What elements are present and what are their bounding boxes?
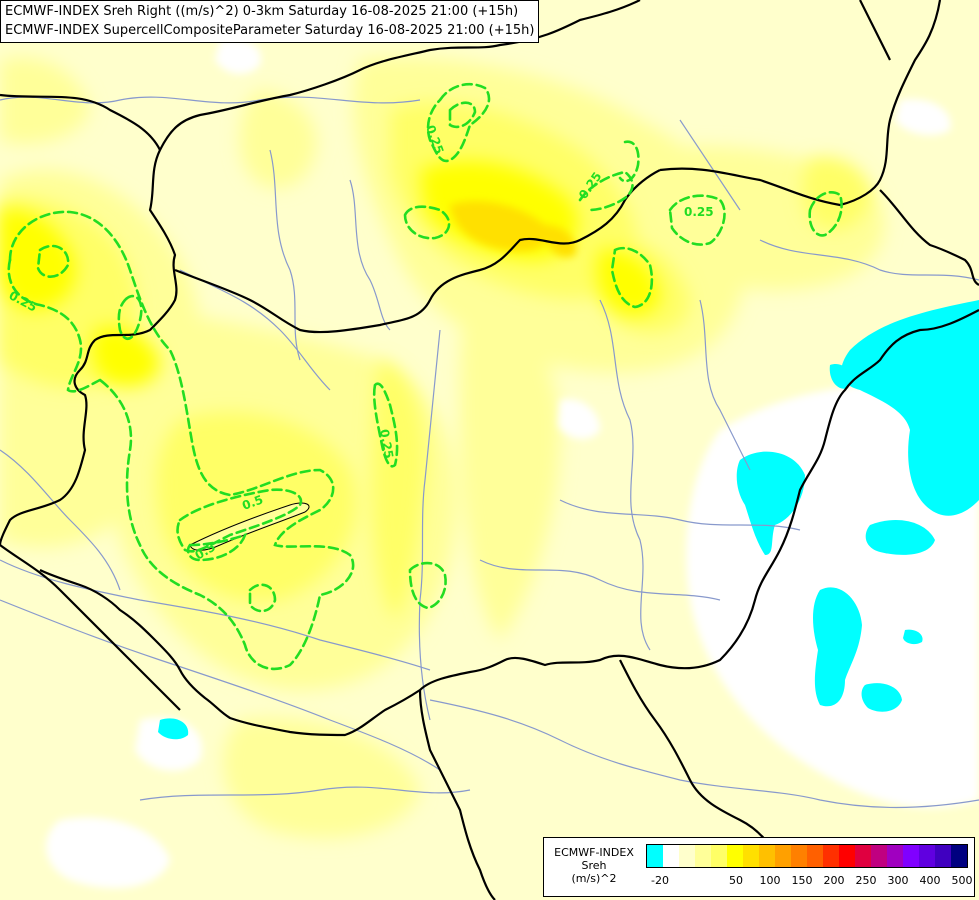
legend-swatch xyxy=(871,845,887,867)
legend-swatch xyxy=(711,845,727,867)
legend-swatch xyxy=(919,845,935,867)
legend-unit: (m/s)^2 xyxy=(571,872,617,885)
legend-swatch xyxy=(775,845,791,867)
legend-swatch xyxy=(887,845,903,867)
legend-swatch xyxy=(695,845,711,867)
legend-tick-label: 400 xyxy=(919,874,941,887)
legend-swatch xyxy=(839,845,855,867)
legend-tick-label: 150 xyxy=(791,874,813,887)
map-title-box: ECMWF-INDEX Sreh Right ((m/s)^2) 0-3km S… xyxy=(0,0,540,43)
color-legend: ECMWF-INDEX Sreh (m/s)^2 -20 50 100 150 200 2… xyxy=(543,837,975,897)
legend-swatch xyxy=(743,845,759,867)
contour-label: 0.25 xyxy=(377,428,396,460)
field-cyan xyxy=(158,14,979,740)
legend-swatch xyxy=(951,845,967,867)
legend-tick-label: 100 xyxy=(759,874,781,887)
legend-swatch xyxy=(663,845,679,867)
legend-swatch xyxy=(679,845,695,867)
legend-swatch xyxy=(791,845,807,867)
scp-contours xyxy=(7,83,843,671)
legend-swatch xyxy=(823,845,839,867)
rivers xyxy=(0,96,979,809)
contour-label: 0.25 xyxy=(684,205,714,219)
legend-tick-label: 250 xyxy=(855,874,877,887)
legend-swatch xyxy=(903,845,919,867)
legend-title-line: Sreh xyxy=(581,859,607,872)
legend-title: ECMWF-INDEX Sreh (m/s)^2 xyxy=(548,846,640,885)
legend-swatches xyxy=(646,844,968,868)
legend-swatch xyxy=(807,845,823,867)
title-line-sreh: ECMWF-INDEX Sreh Right ((m/s)^2) 0-3km S… xyxy=(5,4,519,19)
legend-swatch xyxy=(727,845,743,867)
lake-balaton xyxy=(189,502,310,551)
legend-tick-label: 500 xyxy=(951,874,973,887)
legend-tick-label: 50 xyxy=(729,874,743,887)
legend-swatch xyxy=(935,845,951,867)
contour-label: 0.5 xyxy=(240,492,265,512)
legend-swatch xyxy=(759,845,775,867)
title-line-scp: ECMWF-INDEX SupercellCompositeParameter … xyxy=(5,23,535,38)
legend-swatch xyxy=(855,845,871,867)
legend-tick-label: -20 xyxy=(651,874,669,887)
legend-ticks: -2050100150200250300400500700 xyxy=(646,874,972,888)
legend-title-line: ECMWF-INDEX xyxy=(554,846,634,859)
legend-swatch xyxy=(647,845,663,867)
legend-tick-label: 300 xyxy=(887,874,909,887)
legend-tick-label: 200 xyxy=(823,874,845,887)
